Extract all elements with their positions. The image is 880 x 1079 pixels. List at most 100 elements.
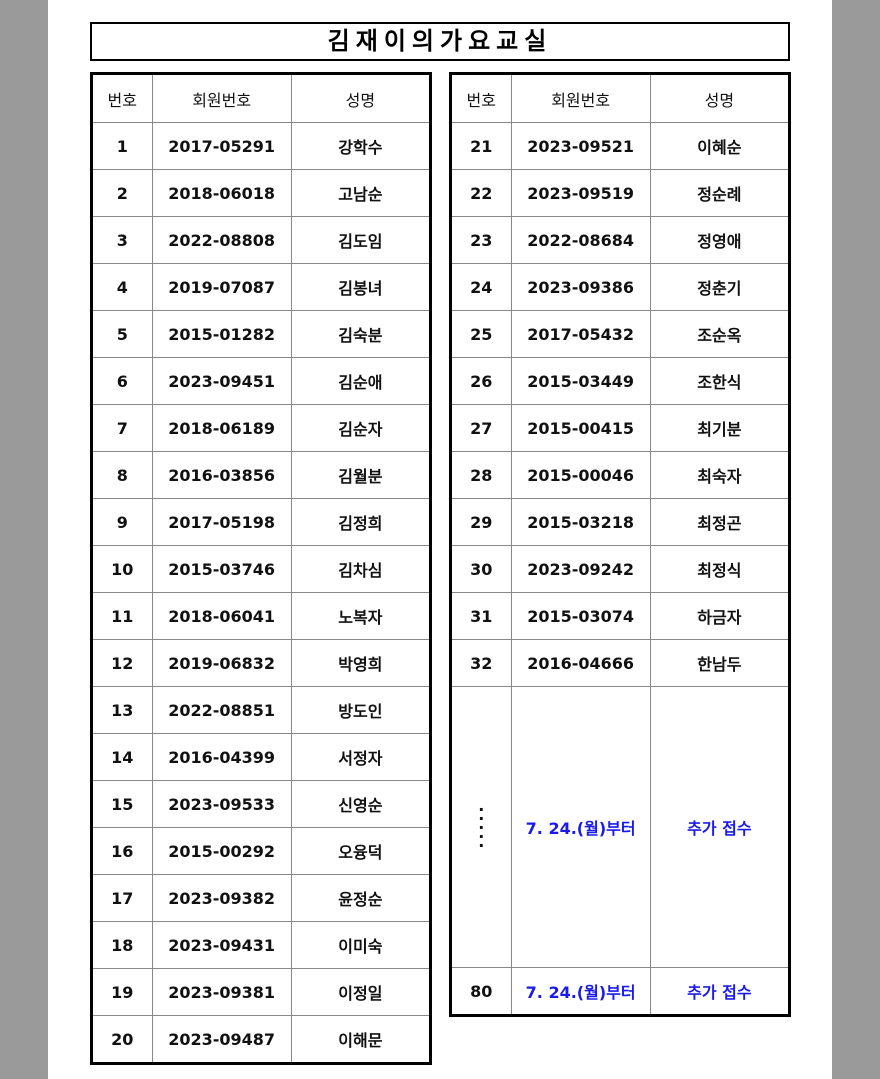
table-row: 18 2023-09431 이미숙 — [91, 921, 432, 969]
member-name: 정영애 — [649, 216, 791, 264]
row-number: 13 — [91, 686, 153, 734]
member-name: 정춘기 — [649, 263, 791, 311]
table-row: 21 2023-09521 이혜순 — [450, 122, 791, 170]
table-row: 26 2015-03449 조한식 — [450, 357, 791, 405]
member-name: 하금자 — [649, 592, 791, 640]
member-name: 김차심 — [290, 545, 432, 593]
member-id: 2023-09381 — [151, 968, 292, 1016]
row-number: 17 — [91, 874, 153, 922]
table-row: 23 2022-08684 정영애 — [450, 216, 791, 264]
table-row: 7 2018-06189 김순자 — [91, 404, 432, 452]
member-id: 2023-09242 — [510, 545, 651, 593]
row-number: 3 — [91, 216, 153, 264]
table-row: 6 2023-09451 김순애 — [91, 357, 432, 405]
member-id: 2017-05291 — [151, 122, 292, 170]
table-row: 24 2023-09386 정춘기 — [450, 263, 791, 311]
table-row: 5 2015-01282 김숙분 — [91, 310, 432, 358]
row-number: 11 — [91, 592, 153, 640]
member-name: 윤정순 — [290, 874, 432, 922]
row-number: 16 — [91, 827, 153, 875]
table-row: 29 2015-03218 최정곤 — [450, 498, 791, 546]
ellipsis-dots: · · · · · — [450, 685, 512, 969]
table-row: 9 2017-05198 김정희 — [91, 498, 432, 546]
row-number: 4 — [91, 263, 153, 311]
row-number: 20 — [91, 1015, 153, 1064]
member-name: 최기분 — [649, 404, 791, 452]
member-name: 김순자 — [290, 404, 432, 452]
row-number: 9 — [91, 498, 153, 546]
member-id: 2017-05432 — [510, 310, 651, 358]
member-table-left: 번호 회원번호 성명 1 2017-05291 강학수 2 2018-06018 고남순 3… — [90, 72, 432, 1065]
member-id: 2015-03746 — [151, 545, 292, 593]
row-number: 32 — [450, 639, 512, 687]
table-row: 8 2016-03856 김월분 — [91, 451, 432, 499]
table-row: 31 2015-03074 하금자 — [450, 592, 791, 640]
member-name: 조한식 — [649, 357, 791, 405]
table-row: 2 2018-06018 고남순 — [91, 169, 432, 217]
member-name: 이혜순 — [649, 122, 791, 170]
member-id: 2023-09533 — [151, 780, 292, 828]
member-id: 2018-06041 — [151, 592, 292, 640]
row-number: 19 — [91, 968, 153, 1016]
table-row: 32 2016-04666 한남두 — [450, 639, 791, 687]
member-id: 2015-00415 — [510, 404, 651, 452]
member-id: 2019-06832 — [151, 639, 292, 687]
row-number: 24 — [450, 263, 512, 311]
member-name: 최정식 — [649, 545, 791, 593]
member-id: 2023-09431 — [151, 921, 292, 969]
member-id: 2015-03449 — [510, 357, 651, 405]
member-id: 2016-03856 — [151, 451, 292, 499]
member-id: 2022-08851 — [151, 686, 292, 734]
member-name: 김월분 — [290, 451, 432, 499]
table-row: 19 2023-09381 이정일 — [91, 968, 432, 1016]
member-name: 김숙분 — [290, 310, 432, 358]
row-number: 8 — [91, 451, 153, 499]
member-id: 2023-09382 — [151, 874, 292, 922]
header-row: 번호 회원번호 성명 — [450, 73, 791, 123]
row-number: 30 — [450, 545, 512, 593]
table-row: 1 2017-05291 강학수 — [91, 122, 432, 170]
member-id: 2023-09519 — [510, 169, 651, 217]
member-name: 서정자 — [290, 733, 432, 781]
member-name: 김봉녀 — [290, 263, 432, 311]
row-number: 25 — [450, 310, 512, 358]
header-member-id: 회원번호 — [510, 73, 651, 123]
member-id: 2023-09386 — [510, 263, 651, 311]
member-id: 2023-09451 — [151, 357, 292, 405]
row-number: 7 — [91, 404, 153, 452]
table-row: 4 2019-07087 김봉녀 — [91, 263, 432, 311]
table-row: 12 2019-06832 박영희 — [91, 639, 432, 687]
table-row-last: 80 7. 24.(월)부터 추가 접수 — [450, 967, 791, 1017]
header-number: 번호 — [91, 73, 153, 123]
header-row: 번호 회원번호 성명 — [91, 73, 432, 123]
member-name: 조순옥 — [649, 310, 791, 358]
row-number: 29 — [450, 498, 512, 546]
member-id: 2015-03074 — [510, 592, 651, 640]
member-id: 2015-00292 — [151, 827, 292, 875]
table-row: 25 2017-05432 조순옥 — [450, 310, 791, 358]
additional-date-note: 7. 24.(월)부터 — [510, 685, 651, 969]
header-number: 번호 — [450, 73, 512, 123]
page-title: 김재이의가요교실 — [90, 22, 790, 61]
row-number: 10 — [91, 545, 153, 593]
table-row: 3 2022-08808 김도임 — [91, 216, 432, 264]
member-id: 2015-01282 — [151, 310, 292, 358]
table-row: 13 2022-08851 방도인 — [91, 686, 432, 734]
row-number: 12 — [91, 639, 153, 687]
member-name: 김도임 — [290, 216, 432, 264]
member-name: 박영희 — [290, 639, 432, 687]
row-number: 5 — [91, 310, 153, 358]
table-row: 10 2015-03746 김차심 — [91, 545, 432, 593]
member-id: 2015-03218 — [510, 498, 651, 546]
member-id: 2022-08808 — [151, 216, 292, 264]
row-number: 6 — [91, 357, 153, 405]
member-id: 2015-00046 — [510, 451, 651, 499]
member-name: 고남순 — [290, 169, 432, 217]
header-name: 성명 — [649, 73, 791, 123]
row-number: 26 — [450, 357, 512, 405]
member-name: 정순례 — [649, 169, 791, 217]
member-name: 최숙자 — [649, 451, 791, 499]
member-name: 이해문 — [290, 1015, 432, 1064]
table-row: 28 2015-00046 최숙자 — [450, 451, 791, 499]
member-id: 2018-06189 — [151, 404, 292, 452]
